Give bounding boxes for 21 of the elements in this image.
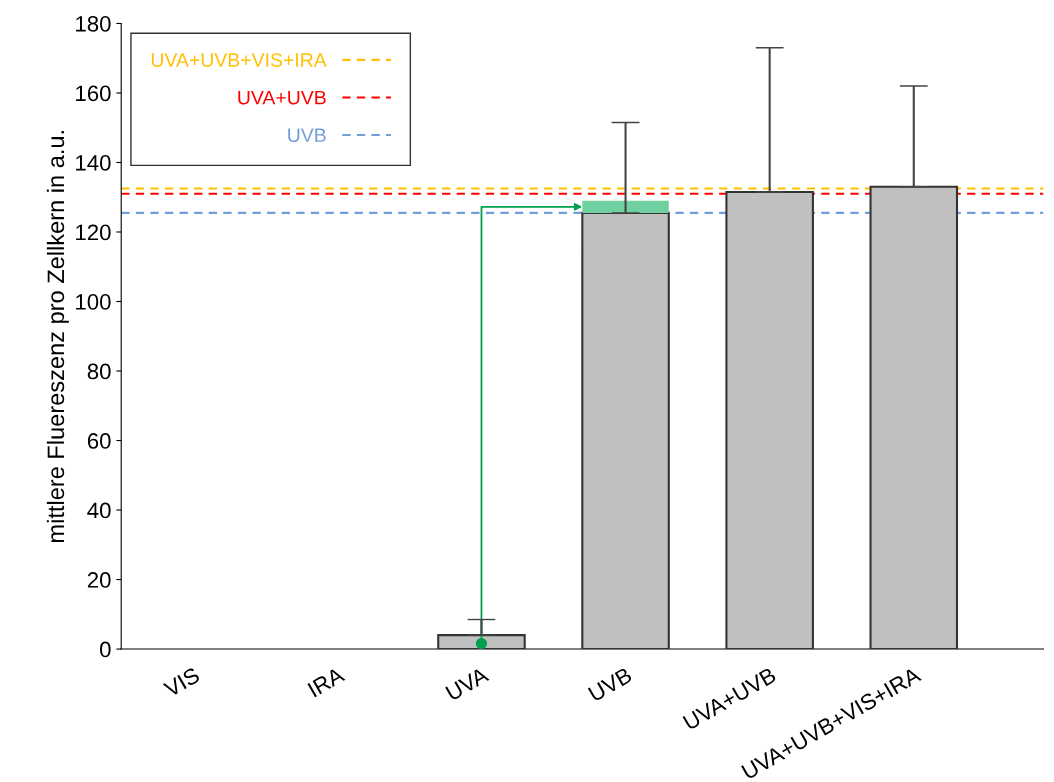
y-tick-label: 20	[87, 572, 111, 588]
legend-label: UVA+UVB+VIS+IRA	[151, 53, 327, 67]
bar	[725, 190, 814, 650]
y-tick-label: 140	[76, 155, 111, 171]
x-tick-label: VIS	[162, 666, 201, 698]
bar	[869, 185, 959, 650]
x-tick-label: IRA	[307, 666, 346, 698]
y-tick-label: 100	[76, 294, 111, 310]
y-tick-label: 80	[87, 363, 111, 380]
y-axis-title: mittlere Fluereszenz pro Zellkern in a.u.	[46, 131, 69, 543]
legend-label: UVA+UVB	[238, 90, 326, 105]
x-tick-label: UVA	[445, 666, 490, 702]
y-tick-label: 160	[76, 85, 111, 102]
y-tick-label: 180	[76, 15, 111, 32]
y-tick-label: 0	[100, 641, 111, 658]
x-tick-label: UVB	[587, 667, 633, 702]
bar	[581, 211, 670, 650]
y-tick-label: 40	[87, 502, 111, 519]
legend-label: UVB	[288, 128, 326, 143]
y-tick-label: 60	[87, 433, 111, 449]
y-tick-label: 120	[76, 224, 111, 241]
